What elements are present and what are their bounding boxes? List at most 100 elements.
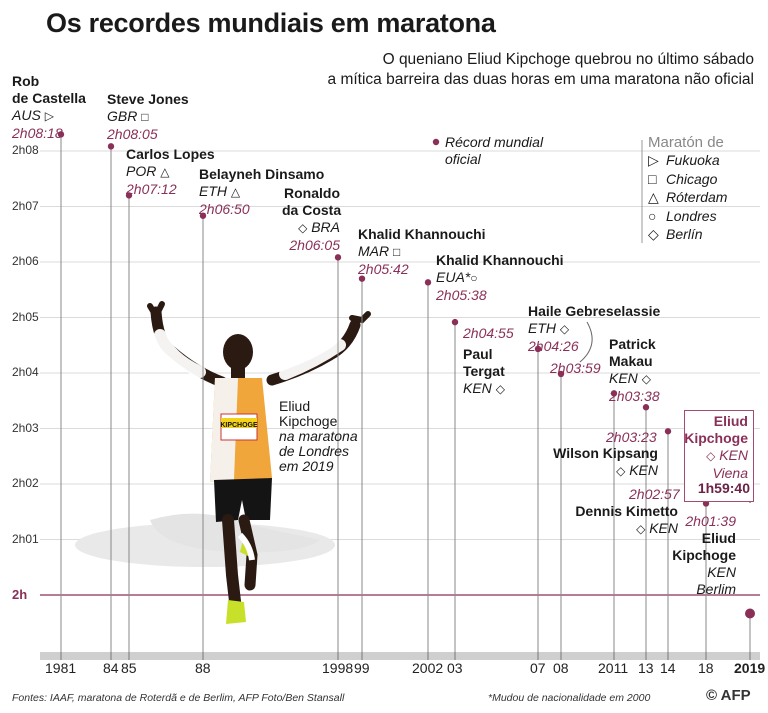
record-time: 2h06:50 <box>199 201 250 217</box>
nationality: POR <box>126 163 157 179</box>
y-tick-label: 2h04 <box>12 365 39 379</box>
legend-item-fukuoka: ▷ Fukuoka <box>648 151 727 170</box>
record-time-2013: 2h03:23 <box>606 429 657 446</box>
legend-label: Róterdam <box>666 189 728 205</box>
record-point <box>745 608 755 619</box>
record-label-1988: Belayneh Dinsamo ETH △ 2h06:50 <box>199 166 324 218</box>
runner-photo: KIPCHOGE <box>75 301 371 624</box>
x-tick-label: 08 <box>553 660 569 676</box>
triangle-right-icon: ▷ <box>44 109 54 123</box>
legend-label: Chicago <box>666 170 718 187</box>
record-time: 2h05:38 <box>436 287 487 303</box>
nationality: AUS <box>12 107 41 123</box>
haile-bracket <box>579 321 593 363</box>
afp-credit: © AFP <box>706 687 751 704</box>
record-point <box>125 192 133 199</box>
nationality: KEN <box>609 370 638 386</box>
subtitle-line-1: O queniano Eliud Kipchoge quebrou no últ… <box>382 51 754 68</box>
athlete-name: Eliud <box>701 530 736 546</box>
record-label-2013: Wilson Kipsang ◇ KEN <box>553 445 658 480</box>
diamond-icon: ◇ <box>559 322 570 336</box>
x-tick-label: 03 <box>447 660 463 676</box>
marathon-city: Viena <box>712 465 748 481</box>
legend-item-londres: ○ Londres <box>648 207 727 226</box>
record-time-2008: 2h03:59 <box>550 360 601 377</box>
record-label-2014: Dennis Kimetto ◇ KEN <box>572 503 678 538</box>
nationality: KEN <box>707 564 736 580</box>
record-label-2011: Patrick Makau KEN ◇ 2h03:38 <box>609 336 660 405</box>
y-tick-label: 2h06 <box>12 254 39 268</box>
record-label-2003: 2h04:55 Paul Tergat KEN ◇ <box>463 325 514 398</box>
world-record-legend: Récord mundial oficial <box>445 134 543 168</box>
record-point <box>451 318 459 326</box>
legend-label: Londres <box>666 207 717 224</box>
circle-icon: ○ <box>648 207 657 224</box>
diamond-icon: ◇ <box>495 382 505 396</box>
diamond-icon: ◇ <box>616 464 626 478</box>
athlete-name: Haile Gebreselassie <box>528 303 661 319</box>
world-record-legend-line-2: oficial <box>445 151 481 167</box>
athlete-name: Steve Jones <box>107 91 189 107</box>
record-label-2007-2008: Haile Gebreselassie ETH ◇ 2h04:26 <box>528 303 660 355</box>
legend-item-chicago: □ Chicago <box>648 170 727 189</box>
record-time: 2h06:05 <box>289 237 340 253</box>
record-time: 2h07:12 <box>126 181 177 197</box>
x-tick-label: 84 <box>103 660 119 676</box>
marathon-city: Berlim <box>696 581 736 597</box>
nationality: MAR <box>358 243 390 259</box>
athlete-name: Eliud <box>713 413 748 429</box>
record-point <box>664 428 672 435</box>
record-time-2019: 1h59:40 <box>697 480 750 496</box>
diamond-icon: ◇ <box>636 522 646 536</box>
world-record-legend-dot <box>432 138 440 146</box>
nationality: GBR <box>107 108 138 124</box>
athlete-name: Khalid Khannouchi <box>358 226 486 242</box>
nationality: ETH <box>199 183 227 199</box>
athlete-name: Rob <box>12 73 40 89</box>
caption-line: Eliud <box>279 398 311 414</box>
chart-subtitle: O queniano Eliud Kipchoge quebrou no últ… <box>234 50 754 90</box>
nationality: BRA <box>311 219 340 235</box>
nationality: KEN <box>649 520 678 536</box>
athlete-name: Patrick <box>609 336 656 352</box>
record-label-2019: Eliud Kipchoge ◇ KEN Viena <box>684 413 748 482</box>
triangle-up-icon: △ <box>648 189 659 205</box>
athlete-name: Dennis Kimetto <box>575 503 678 519</box>
y-tick-label: 2h <box>12 587 28 602</box>
athlete-name: de Castella <box>12 90 86 106</box>
record-point <box>199 212 207 219</box>
y-tick-label: 2h01 <box>12 531 39 546</box>
record-label-1981: Rob de Castella AUS ▷ 2h08:18 <box>12 73 86 142</box>
nationality-footnote: *Mudou de nacionalidade em 2000 <box>488 692 651 704</box>
y-tick-label: 2h08 <box>12 143 39 157</box>
y-tick-label: 2h05 <box>12 309 39 324</box>
athlete-name: Ronaldo <box>284 185 340 201</box>
triangle-up-icon: △ <box>160 165 170 179</box>
record-time: 2h03:59 <box>550 360 601 376</box>
record-time: 2h08:18 <box>12 125 63 141</box>
caption-line: Kipchoge <box>279 413 338 429</box>
record-point <box>642 404 650 411</box>
record-label-1985: Carlos Lopes POR △ 2h07:12 <box>126 146 215 198</box>
diamond-icon: ◇ <box>648 226 659 242</box>
legend-label: Fukuoka <box>666 152 720 168</box>
square-icon: □ <box>393 245 401 259</box>
record-label-1998: Ronaldo da Costa ◇ BRA 2h06:05 <box>282 185 342 254</box>
record-time: 2h04:55 <box>463 325 514 341</box>
unofficial-record-box <box>684 410 754 502</box>
bib-text: KIPCHOGE <box>220 422 258 429</box>
athlete-name: Belayneh Dinsamo <box>199 166 325 182</box>
record-time-2014: 2h02:57 <box>629 486 680 503</box>
athlete-name: Tergat <box>463 363 505 379</box>
nationality: KEN <box>463 380 492 396</box>
record-label-2018: 2h01:39 Eliud Kipchoge KEN Berlim <box>670 513 736 598</box>
athlete-name: da Costa <box>282 202 342 218</box>
x-tick-label: 07 <box>530 660 546 676</box>
nationality: KEN <box>629 462 658 478</box>
y-tick-label: 2h07 <box>12 198 39 213</box>
legend-title: Maratón de <box>648 134 724 151</box>
x-axis-baseline <box>40 652 760 660</box>
y-tick-label: 2h03 <box>12 420 39 435</box>
sources-note: Fontes: IAAF, maratona de Roterdã e de B… <box>12 692 345 704</box>
